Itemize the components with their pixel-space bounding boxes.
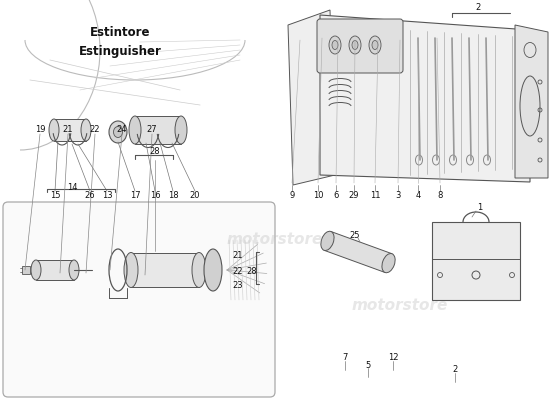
Text: 28: 28	[246, 268, 257, 276]
Ellipse shape	[349, 36, 361, 54]
Text: 11: 11	[370, 190, 380, 200]
Ellipse shape	[352, 40, 358, 50]
Text: 28: 28	[150, 148, 160, 156]
Polygon shape	[320, 15, 530, 182]
Text: 15: 15	[50, 190, 60, 200]
Polygon shape	[288, 10, 335, 185]
Polygon shape	[515, 25, 548, 178]
Text: 24: 24	[117, 126, 127, 134]
Ellipse shape	[369, 36, 381, 54]
Text: 26: 26	[85, 190, 95, 200]
Ellipse shape	[372, 40, 378, 50]
Ellipse shape	[204, 249, 222, 291]
Ellipse shape	[192, 252, 206, 288]
Ellipse shape	[129, 116, 141, 144]
Text: 23: 23	[233, 282, 243, 290]
Text: 27: 27	[147, 126, 157, 134]
Ellipse shape	[31, 260, 41, 280]
Ellipse shape	[329, 36, 341, 54]
Ellipse shape	[520, 76, 540, 136]
Text: 7: 7	[342, 354, 348, 362]
Polygon shape	[36, 260, 74, 280]
Ellipse shape	[69, 260, 79, 280]
Polygon shape	[135, 116, 181, 144]
Polygon shape	[324, 232, 392, 272]
Text: 14: 14	[67, 184, 77, 192]
Text: 12: 12	[388, 354, 398, 362]
Ellipse shape	[175, 116, 187, 144]
Text: 21: 21	[233, 252, 243, 260]
Text: 22: 22	[90, 126, 100, 134]
Text: 1: 1	[477, 204, 483, 212]
Text: 21: 21	[63, 126, 73, 134]
Text: 8: 8	[437, 190, 443, 200]
Text: 25: 25	[350, 230, 360, 240]
Polygon shape	[432, 222, 520, 300]
Text: 2: 2	[452, 366, 458, 374]
Ellipse shape	[109, 121, 127, 143]
Text: 19: 19	[35, 126, 45, 134]
Text: 4: 4	[415, 190, 421, 200]
Text: 3: 3	[395, 190, 401, 200]
Text: Estintore
Estinguisher: Estintore Estinguisher	[79, 26, 162, 58]
Text: 22: 22	[233, 268, 243, 276]
Polygon shape	[54, 119, 86, 141]
Ellipse shape	[321, 231, 334, 250]
Text: 16: 16	[150, 190, 160, 200]
Ellipse shape	[124, 252, 138, 288]
Text: 5: 5	[365, 360, 371, 370]
Text: 9: 9	[289, 190, 295, 200]
Text: 29: 29	[349, 190, 359, 200]
Ellipse shape	[49, 119, 59, 141]
Text: motorstore: motorstore	[352, 298, 448, 312]
Text: 20: 20	[190, 190, 200, 200]
Text: 2: 2	[475, 4, 481, 12]
Ellipse shape	[113, 126, 123, 138]
Text: 10: 10	[313, 190, 323, 200]
Ellipse shape	[81, 119, 91, 141]
Ellipse shape	[332, 40, 338, 50]
Text: motorstore: motorstore	[227, 232, 323, 248]
FancyBboxPatch shape	[3, 202, 275, 397]
Ellipse shape	[382, 254, 395, 273]
Text: 18: 18	[168, 190, 178, 200]
Text: 13: 13	[102, 190, 112, 200]
Text: 6: 6	[333, 190, 339, 200]
Text: 17: 17	[130, 190, 140, 200]
Polygon shape	[22, 266, 30, 274]
Polygon shape	[131, 253, 199, 287]
FancyBboxPatch shape	[317, 19, 403, 73]
